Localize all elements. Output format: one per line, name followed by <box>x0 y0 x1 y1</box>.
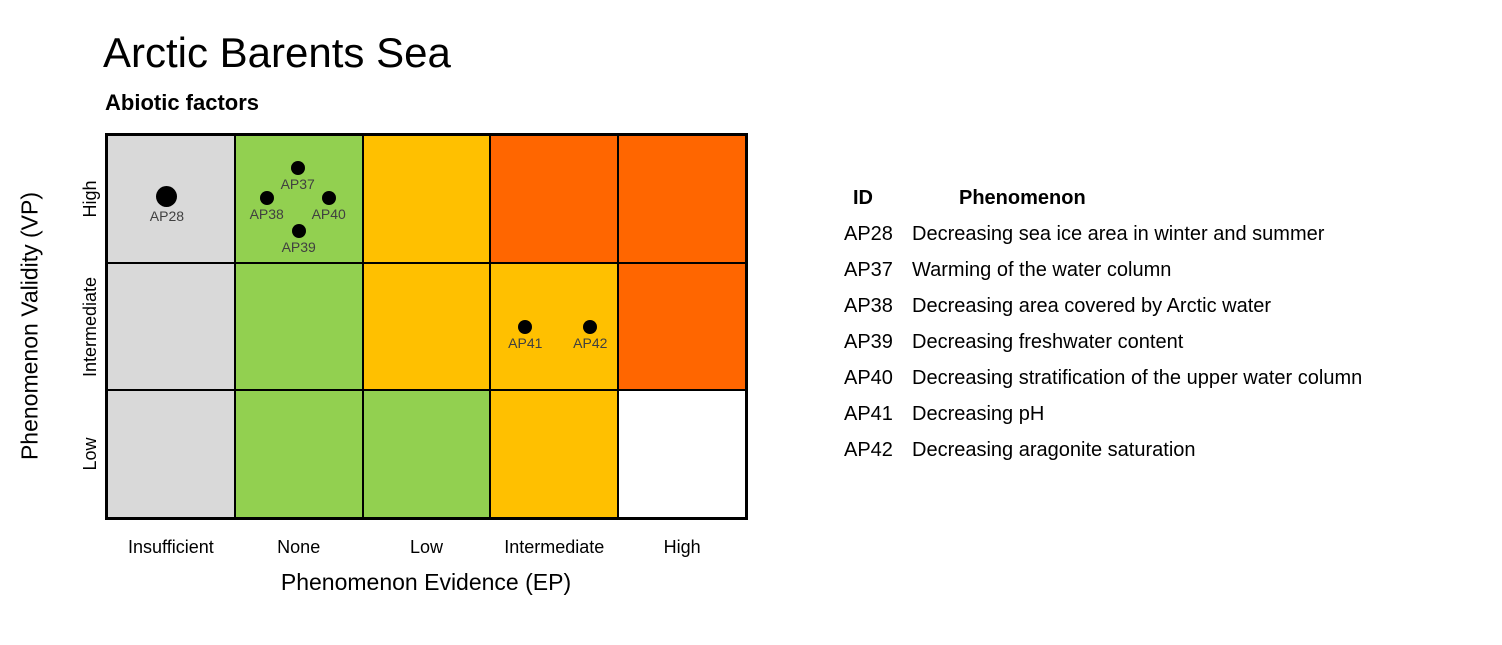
legend-row-phenomenon: Decreasing freshwater content <box>912 331 1184 353</box>
legend-header-id: ID <box>853 187 873 209</box>
matrix-cell-high-high <box>619 136 745 262</box>
matrix-cell-low-intermediate <box>363 263 490 390</box>
x-tick-label-insufficient: Insufficient <box>128 537 214 557</box>
legend-row-ap42: AP42 Decreasing aragonite saturation <box>844 432 1444 468</box>
legend-row-phenomenon: Decreasing pH <box>912 403 1045 425</box>
x-axis-label: Phenomenon Evidence (EP) <box>280 569 572 595</box>
matrix-cell-insufficient-intermediate <box>108 263 234 390</box>
legend-row-id: AP28 <box>844 223 893 245</box>
legend-row-ap40: AP40 Decreasing stratification of the upp… <box>844 360 1444 396</box>
matrix-cell-intermediate-high <box>491 136 618 262</box>
legend-header-phenomenon: Phenomenon <box>959 187 1086 209</box>
chart-title: Arctic Barents Sea <box>103 29 451 76</box>
legend-header-row: ID Phenomenon <box>844 180 1444 216</box>
phenomenon-legend-table: ID Phenomenon AP28 Decreasing sea ice are… <box>844 180 1444 468</box>
legend-row-ap38: AP38 Decreasing area covered by Arctic wa… <box>844 288 1444 324</box>
x-tick-label-intermediate: Intermediate <box>504 537 605 557</box>
matrix-cell-none-intermediate <box>235 263 362 390</box>
legend-row-phenomenon: Decreasing area covered by Arctic water <box>912 295 1272 317</box>
legend-rows: AP28 Decreasing sea ice area in winter an… <box>844 216 1444 468</box>
legend-row-id: AP41 <box>844 403 893 425</box>
legend-row-ap41: AP41 Decreasing pH <box>844 396 1444 432</box>
legend-row-id: AP39 <box>844 331 893 353</box>
legend-row-id: AP38 <box>844 295 893 317</box>
matrix-cell-none-low <box>235 391 362 517</box>
legend-row-id: AP37 <box>844 259 893 281</box>
chart-subtitle: Abiotic factors <box>105 90 260 115</box>
legend-row-ap28: AP28 Decreasing sea ice area in winter an… <box>844 216 1444 252</box>
x-tick-label-none: None <box>277 537 321 557</box>
matrix-cell-insufficient-low <box>108 391 234 517</box>
y-axis-label: Phenomenon Validity (VP) <box>16 191 43 461</box>
matrix-cell-insufficient-high <box>108 136 234 262</box>
legend-row-ap37: AP37 Warming of the water column <box>844 252 1444 288</box>
legend-row-phenomenon: Warming of the water column <box>912 259 1172 281</box>
matrix-cell-intermediate-intermediate <box>491 263 618 390</box>
legend-row-id: AP40 <box>844 367 893 389</box>
x-tick-label-low: Low <box>409 537 444 557</box>
matrix-cell-low-high <box>363 136 490 262</box>
x-tick-label-high: High <box>663 537 701 557</box>
matrix-cell-high-low <box>619 391 745 517</box>
legend-row-phenomenon: Decreasing sea ice area in winter and su… <box>912 223 1325 245</box>
y-tick-label-intermediate: Intermediate <box>80 276 100 377</box>
y-tick-label-high: High <box>80 180 100 218</box>
matrix-cell-low-low <box>363 391 490 517</box>
legend-row-phenomenon: Decreasing stratification of the upper w… <box>912 367 1363 389</box>
risk-matrix-grid <box>105 133 748 520</box>
legend-row-ap39: AP39 Decreasing freshwater content <box>844 324 1444 360</box>
matrix-cell-intermediate-low <box>491 391 618 517</box>
legend-row-id: AP42 <box>844 439 893 461</box>
matrix-cell-none-high <box>235 136 362 262</box>
y-tick-label-low: Low <box>80 437 100 471</box>
legend-row-phenomenon: Decreasing aragonite saturation <box>912 439 1196 461</box>
matrix-cell-high-intermediate <box>619 263 745 390</box>
